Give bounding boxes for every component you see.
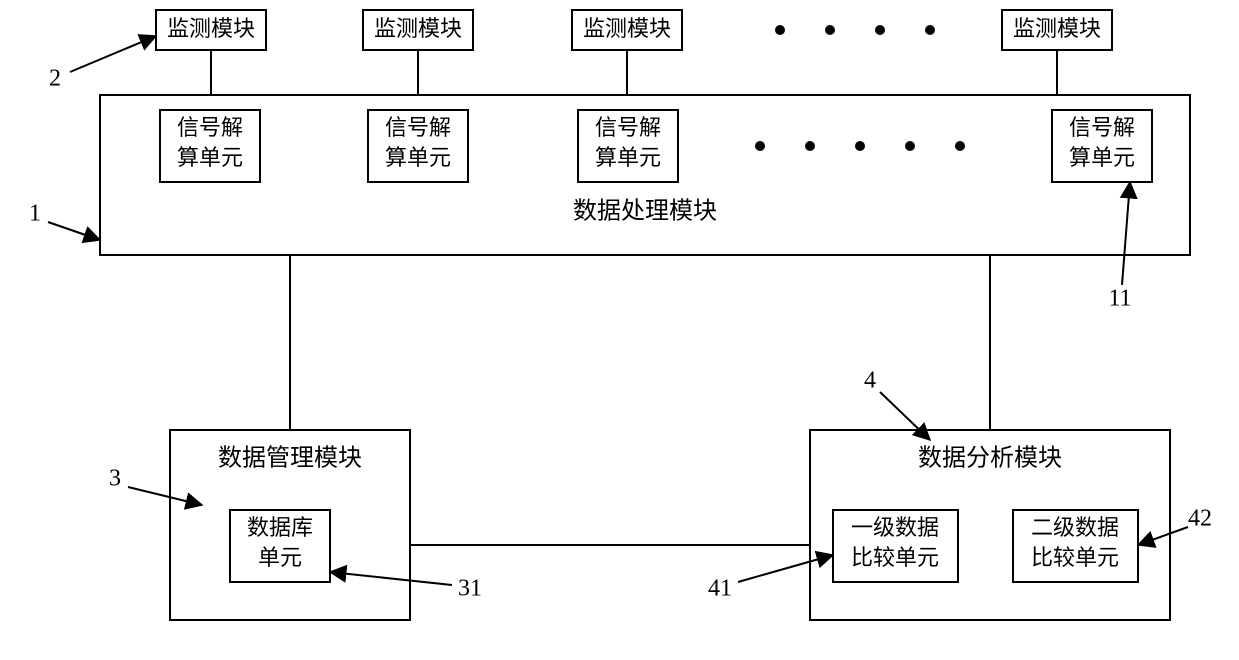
data-analysis-module-label: 数据分析模块 <box>918 445 1062 472</box>
signal-decode-unit-label-l2: 算单元 <box>177 145 243 170</box>
ref-number-2: 2 <box>49 66 61 92</box>
ellipsis-dot <box>875 25 885 35</box>
database-unit-label-l1: 数据库 <box>247 515 313 540</box>
ref-number-11: 11 <box>1108 286 1131 312</box>
ref-number-31: 31 <box>458 576 482 602</box>
signal-decode-unit-label-l1: 信号解 <box>595 115 661 140</box>
ref-number-41: 41 <box>708 576 732 602</box>
ref-number-1: 1 <box>29 201 41 227</box>
level2-compare-unit-label-l1: 二级数据 <box>1031 515 1119 540</box>
signal-decode-unit-label-l1: 信号解 <box>385 115 451 140</box>
monitor-module-label: 监测模块 <box>374 16 462 41</box>
ellipsis-dot <box>805 141 815 151</box>
data-management-module-label: 数据管理模块 <box>218 445 362 472</box>
monitor-module-label: 监测模块 <box>1013 16 1101 41</box>
ellipsis-dot <box>925 25 935 35</box>
ref-number-42: 42 <box>1188 506 1212 532</box>
signal-decode-unit-label-l1: 信号解 <box>1069 115 1135 140</box>
level2-compare-unit-label-l2: 比较单元 <box>1031 545 1119 570</box>
ellipsis-dot <box>825 25 835 35</box>
monitor-module-label: 监测模块 <box>167 16 255 41</box>
ellipsis-dot <box>905 141 915 151</box>
ellipsis-dot <box>775 25 785 35</box>
system-diagram: 数据处理模块 监测模块 监测模块 监测模块 监测模块 信号解 算单元 信号解 算… <box>0 0 1239 660</box>
database-unit-label-l2: 单元 <box>258 545 302 570</box>
monitor-modules-row: 监测模块 监测模块 监测模块 监测模块 <box>156 10 1112 95</box>
ellipsis-dot <box>855 141 865 151</box>
signal-decode-unit-label-l2: 算单元 <box>595 145 661 170</box>
signal-decode-unit-label-l2: 算单元 <box>385 145 451 170</box>
ellipsis-dot <box>955 141 965 151</box>
ellipsis-dot <box>755 141 765 151</box>
level1-compare-unit-label-l2: 比较单元 <box>851 545 939 570</box>
data-processing-module-label: 数据处理模块 <box>573 198 717 225</box>
ref-arrow-2 <box>70 36 156 72</box>
signal-decode-unit-label-l1: 信号解 <box>177 115 243 140</box>
ref-number-4: 4 <box>864 368 876 394</box>
level1-compare-unit-label-l1: 一级数据 <box>851 515 939 540</box>
monitor-module-label: 监测模块 <box>583 16 671 41</box>
ref-arrow-1 <box>48 222 100 240</box>
signal-decode-unit-label-l2: 算单元 <box>1069 145 1135 170</box>
ref-number-3: 3 <box>109 466 121 492</box>
